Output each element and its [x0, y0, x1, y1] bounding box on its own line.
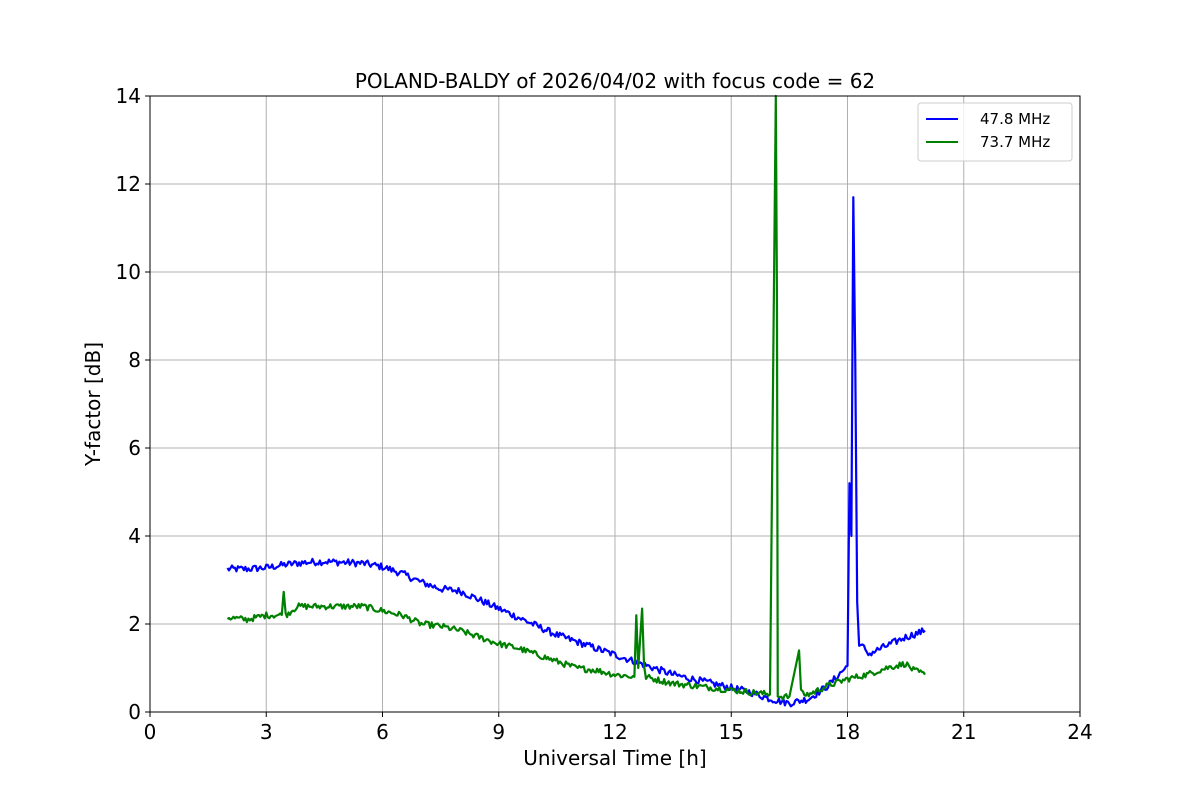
- y-tick-label: 14: [116, 84, 141, 108]
- x-tick-label: 0: [144, 720, 157, 744]
- x-axis-label: Universal Time [h]: [523, 746, 706, 770]
- y-tick-label: 4: [128, 524, 141, 548]
- y-tick-label: 12: [116, 172, 141, 196]
- y-tick-label: 2: [128, 612, 141, 636]
- series-line-2: [226, 94, 926, 701]
- y-tick-label: 10: [116, 260, 141, 284]
- series-layer: [226, 94, 926, 708]
- y-tick-label: 8: [128, 348, 141, 372]
- series-line-1: [226, 196, 926, 708]
- legend-box: [917, 102, 1073, 162]
- legend: 47.8 MHz 73.7 MHz: [917, 102, 1073, 162]
- x-tick-label: 6: [376, 720, 389, 744]
- legend-label: 73.7 MHz: [980, 133, 1050, 151]
- x-tick-label: 15: [719, 720, 744, 744]
- x-tick-label: 18: [835, 720, 860, 744]
- x-tick-label: 9: [492, 720, 505, 744]
- x-tick-label: 21: [951, 720, 976, 744]
- x-tick-label: 12: [602, 720, 627, 744]
- y-tick-label: 6: [128, 436, 141, 460]
- x-tick-label: 3: [260, 720, 273, 744]
- legend-label: 47.8 MHz: [980, 110, 1050, 128]
- y-axis-label: Y-factor [dB]: [81, 342, 105, 467]
- chart-title: POLAND-BALDY of 2026/04/02 with focus co…: [355, 69, 875, 93]
- x-tick-label: 24: [1067, 720, 1092, 744]
- grid: [149, 95, 1081, 713]
- y-tick-label: 0: [128, 700, 141, 724]
